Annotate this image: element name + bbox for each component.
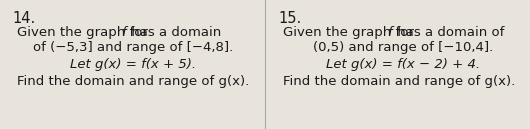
- Text: f: f: [387, 26, 392, 39]
- Text: Find the domain and range of g(x).: Find the domain and range of g(x).: [17, 75, 249, 88]
- Text: 15.: 15.: [278, 11, 301, 26]
- Text: 14.: 14.: [12, 11, 36, 26]
- Text: has a domain: has a domain: [127, 26, 221, 39]
- Text: f: f: [121, 26, 126, 39]
- Text: of (−5,3] and range of [−4,8].: of (−5,3] and range of [−4,8].: [33, 41, 233, 54]
- Text: (0,5) and range of [−10,4].: (0,5) and range of [−10,4].: [313, 41, 493, 54]
- Text: has a domain of: has a domain of: [393, 26, 505, 39]
- Text: Let g(x) = f(x − 2) + 4.: Let g(x) = f(x − 2) + 4.: [326, 58, 480, 71]
- Text: Find the domain and range of g(x).: Find the domain and range of g(x).: [283, 75, 515, 88]
- Text: Given the graph for: Given the graph for: [17, 26, 152, 39]
- Text: Given the graph for: Given the graph for: [283, 26, 418, 39]
- Text: Let g(x) = f(x + 5).: Let g(x) = f(x + 5).: [70, 58, 196, 71]
